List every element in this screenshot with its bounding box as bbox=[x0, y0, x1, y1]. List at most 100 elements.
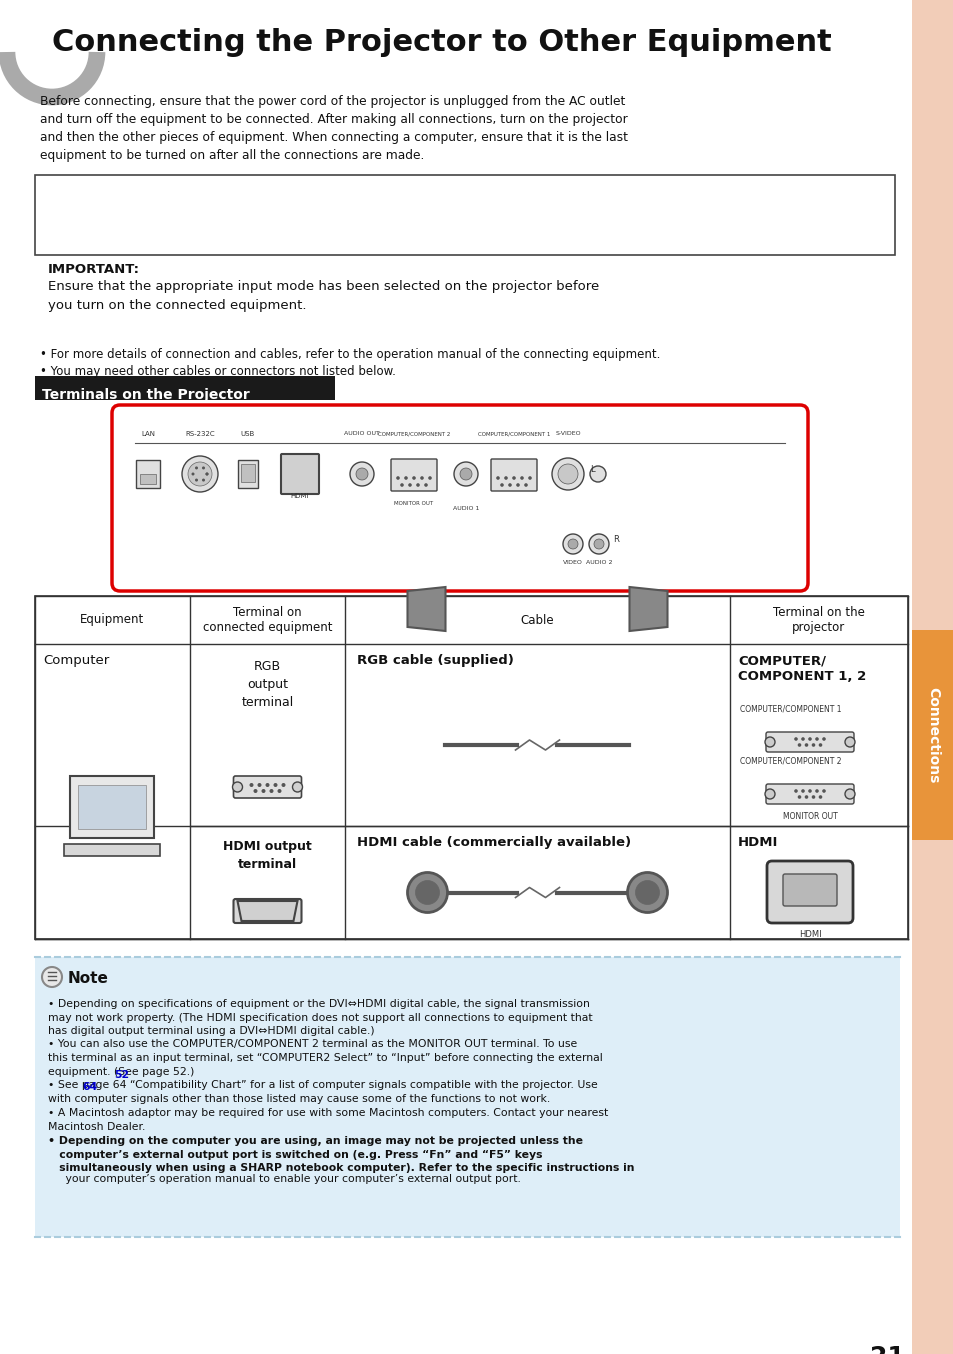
Circle shape bbox=[552, 458, 583, 490]
Circle shape bbox=[811, 795, 815, 799]
Circle shape bbox=[508, 483, 511, 487]
Circle shape bbox=[265, 783, 269, 787]
Polygon shape bbox=[629, 588, 667, 631]
Circle shape bbox=[192, 473, 194, 475]
Text: AUDIO 2: AUDIO 2 bbox=[585, 561, 612, 565]
Circle shape bbox=[205, 473, 209, 475]
Circle shape bbox=[404, 477, 407, 479]
Circle shape bbox=[205, 473, 209, 475]
Circle shape bbox=[821, 737, 825, 741]
Circle shape bbox=[567, 539, 578, 548]
Circle shape bbox=[459, 468, 472, 481]
Text: HDMI: HDMI bbox=[798, 930, 821, 940]
Circle shape bbox=[408, 483, 412, 487]
Text: • Depending on specifications of equipment or the DVI⇔HDMI digital cable, the si: • Depending on specifications of equipme… bbox=[48, 999, 592, 1036]
Text: MONITOR OUT: MONITOR OUT bbox=[781, 812, 837, 821]
Text: USB: USB bbox=[240, 431, 254, 437]
Text: Note: Note bbox=[68, 971, 109, 986]
FancyBboxPatch shape bbox=[233, 899, 301, 923]
Text: HDMI cable (commercially available): HDMI cable (commercially available) bbox=[356, 835, 631, 849]
FancyBboxPatch shape bbox=[233, 776, 301, 798]
Text: COMPUTER/COMPONENT 2: COMPUTER/COMPONENT 2 bbox=[377, 431, 450, 436]
Circle shape bbox=[797, 795, 801, 799]
Circle shape bbox=[807, 789, 811, 793]
Circle shape bbox=[261, 789, 265, 793]
Text: Before connecting, ensure that the power cord of the projector is unplugged from: Before connecting, ensure that the power… bbox=[40, 95, 627, 162]
Circle shape bbox=[815, 789, 818, 793]
Circle shape bbox=[428, 477, 432, 479]
Text: 21: 21 bbox=[869, 1345, 904, 1354]
Circle shape bbox=[811, 743, 815, 747]
Circle shape bbox=[399, 483, 403, 487]
FancyBboxPatch shape bbox=[112, 405, 807, 590]
Circle shape bbox=[844, 737, 854, 747]
Bar bbox=[78, 784, 147, 829]
FancyBboxPatch shape bbox=[35, 957, 899, 1238]
Text: Cable: Cable bbox=[520, 613, 554, 627]
FancyBboxPatch shape bbox=[71, 776, 154, 838]
Circle shape bbox=[821, 789, 825, 793]
Circle shape bbox=[516, 483, 519, 487]
Circle shape bbox=[807, 737, 811, 741]
Text: 64: 64 bbox=[82, 1082, 97, 1091]
Circle shape bbox=[281, 783, 285, 787]
Circle shape bbox=[202, 466, 205, 470]
Text: L: L bbox=[589, 466, 594, 474]
Circle shape bbox=[627, 872, 667, 913]
Circle shape bbox=[194, 478, 198, 482]
Text: RGB
output
terminal: RGB output terminal bbox=[241, 659, 294, 709]
Text: HDMI: HDMI bbox=[738, 835, 778, 849]
Text: AUDIO OUT: AUDIO OUT bbox=[344, 431, 379, 436]
Text: • You may need other cables or connectors not listed below.: • You may need other cables or connector… bbox=[40, 366, 395, 378]
Circle shape bbox=[419, 477, 423, 479]
Text: COMPUTER/COMPONENT 2: COMPUTER/COMPONENT 2 bbox=[740, 756, 841, 765]
Circle shape bbox=[519, 477, 523, 479]
Circle shape bbox=[194, 466, 198, 470]
Bar bbox=[241, 464, 254, 482]
Circle shape bbox=[818, 743, 821, 747]
Circle shape bbox=[528, 477, 531, 479]
Circle shape bbox=[512, 477, 516, 479]
Circle shape bbox=[355, 468, 368, 481]
Circle shape bbox=[523, 483, 527, 487]
Text: LAN: LAN bbox=[141, 431, 154, 437]
Text: Terminal on
connected equipment: Terminal on connected equipment bbox=[203, 605, 332, 635]
Circle shape bbox=[274, 783, 277, 787]
Text: Connecting the Projector to Other Equipment: Connecting the Projector to Other Equipm… bbox=[52, 28, 831, 57]
Bar bbox=[911, 0, 953, 1354]
Circle shape bbox=[804, 795, 807, 799]
Circle shape bbox=[277, 789, 281, 793]
FancyBboxPatch shape bbox=[65, 844, 160, 856]
Bar bbox=[136, 460, 160, 487]
Circle shape bbox=[504, 477, 507, 479]
Circle shape bbox=[589, 466, 605, 482]
Text: VIDEO: VIDEO bbox=[562, 561, 582, 565]
Bar bbox=[237, 460, 257, 487]
Text: COMPUTER/COMPONENT 1: COMPUTER/COMPONENT 1 bbox=[477, 431, 550, 436]
Circle shape bbox=[815, 737, 818, 741]
Text: RGB cable (supplied): RGB cable (supplied) bbox=[356, 654, 514, 668]
Circle shape bbox=[499, 483, 503, 487]
Text: your computer’s operation manual to enable your computer’s external output port.: your computer’s operation manual to enab… bbox=[55, 1174, 520, 1183]
Circle shape bbox=[202, 478, 205, 482]
Circle shape bbox=[764, 789, 774, 799]
Circle shape bbox=[793, 789, 797, 793]
Circle shape bbox=[594, 539, 603, 548]
Text: COMPUTER/
COMPONENT 1, 2: COMPUTER/ COMPONENT 1, 2 bbox=[738, 654, 865, 682]
Circle shape bbox=[804, 743, 807, 747]
Text: HDMI: HDMI bbox=[291, 493, 309, 500]
Circle shape bbox=[412, 477, 416, 479]
FancyBboxPatch shape bbox=[765, 733, 853, 751]
Circle shape bbox=[496, 477, 499, 479]
Text: 52: 52 bbox=[113, 1070, 129, 1079]
Text: R: R bbox=[613, 535, 618, 544]
Circle shape bbox=[793, 737, 797, 741]
Bar bbox=[140, 474, 156, 483]
Text: Ensure that the appropriate input mode has been selected on the projector before: Ensure that the appropriate input mode h… bbox=[48, 280, 598, 311]
Circle shape bbox=[395, 477, 399, 479]
Bar bbox=[35, 596, 907, 940]
Circle shape bbox=[818, 795, 821, 799]
Text: Connections: Connections bbox=[925, 686, 939, 783]
Text: • Depending on the computer you are using, an image may not be projected unless : • Depending on the computer you are usin… bbox=[48, 1136, 634, 1173]
FancyBboxPatch shape bbox=[391, 459, 436, 492]
